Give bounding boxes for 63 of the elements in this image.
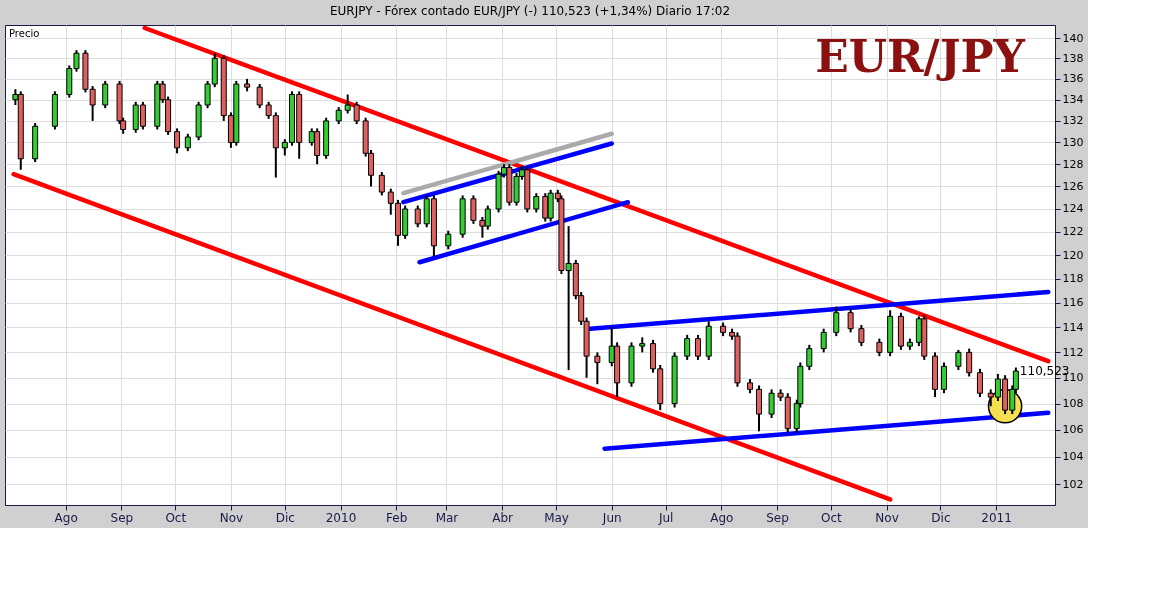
candlestick [806, 343, 813, 372]
candlestick [344, 93, 351, 115]
candlestick [955, 348, 962, 372]
y-tick-label: 108 [1062, 397, 1084, 411]
y-tick-label: 138 [1062, 51, 1084, 65]
annotation: EUR/JPY [815, 31, 1026, 82]
x-tick-label: Nov [219, 510, 244, 525]
x-tick-label: Abr [492, 510, 514, 525]
y-tick-label: 124 [1062, 202, 1084, 216]
y-tick-label: 128 [1062, 157, 1084, 171]
y-tick-label: 126 [1062, 179, 1084, 193]
y-tick-label: 132 [1062, 114, 1084, 128]
y-tick-label: 106 [1062, 423, 1084, 437]
candlestick [353, 100, 360, 126]
y-tick-label: 122 [1062, 225, 1084, 239]
y-tick-label: 120 [1062, 248, 1084, 262]
candlestick [694, 333, 701, 361]
x-tick-label: Ago [54, 510, 78, 525]
y-tick-label: 140 [1062, 31, 1084, 45]
chart-title: EURJPY - Fórex contado EUR/JPY (-) 110,523 (+1,34%) Diario 17:02 [329, 4, 731, 19]
x-tick-label: Sep [110, 510, 134, 525]
candlestick [820, 327, 827, 354]
y-tick-label: 118 [1062, 272, 1084, 286]
y-axis-title: Precio [9, 28, 40, 39]
x-tick-label: May [544, 510, 569, 525]
candlestick [174, 127, 181, 155]
x-tick-label: Oct [165, 510, 187, 525]
y-tick-label: 102 [1062, 477, 1084, 491]
candlestick [533, 192, 540, 214]
candlestick [594, 351, 601, 386]
x-tick-label: Oct [820, 510, 843, 525]
candlestick [256, 83, 263, 110]
x-tick-label: Ago [710, 510, 734, 525]
candlestick [941, 361, 948, 395]
y-tick-label: 112 [1062, 345, 1084, 359]
x-tick-label: 2010 [325, 510, 357, 525]
x-tick-label: Dic [275, 510, 295, 525]
candlestick [414, 204, 421, 229]
x-tick-label: Feb [386, 510, 408, 525]
x-tick-label: Nov [875, 510, 899, 525]
y-tick-label: 116 [1062, 296, 1084, 310]
y-tick-label: 130 [1062, 135, 1084, 149]
candlestick [833, 305, 840, 338]
y-tick-label: 114 [1062, 320, 1084, 334]
candlestick [470, 194, 477, 225]
candlestick [768, 388, 775, 420]
x-tick-label: Mar [435, 510, 459, 525]
candlestick [684, 333, 691, 361]
y-tick-label: 136 [1062, 72, 1084, 86]
candlestick [378, 170, 385, 197]
candlestick [966, 347, 973, 378]
candlestick [102, 79, 109, 110]
x-tick-label: Jun [601, 510, 622, 525]
y-tick-label: 134 [1062, 93, 1084, 107]
candlestick [858, 323, 865, 348]
candlestick [445, 229, 452, 251]
candlestick [847, 308, 854, 334]
x-tick-label: Sep [766, 510, 789, 525]
y-tick-label: 104 [1062, 450, 1084, 464]
x-tick-label: Dic [931, 510, 951, 525]
x-tick-label: Jul [657, 510, 674, 525]
candlestick [976, 367, 983, 399]
x-tick-label: 2011 [981, 510, 1012, 525]
